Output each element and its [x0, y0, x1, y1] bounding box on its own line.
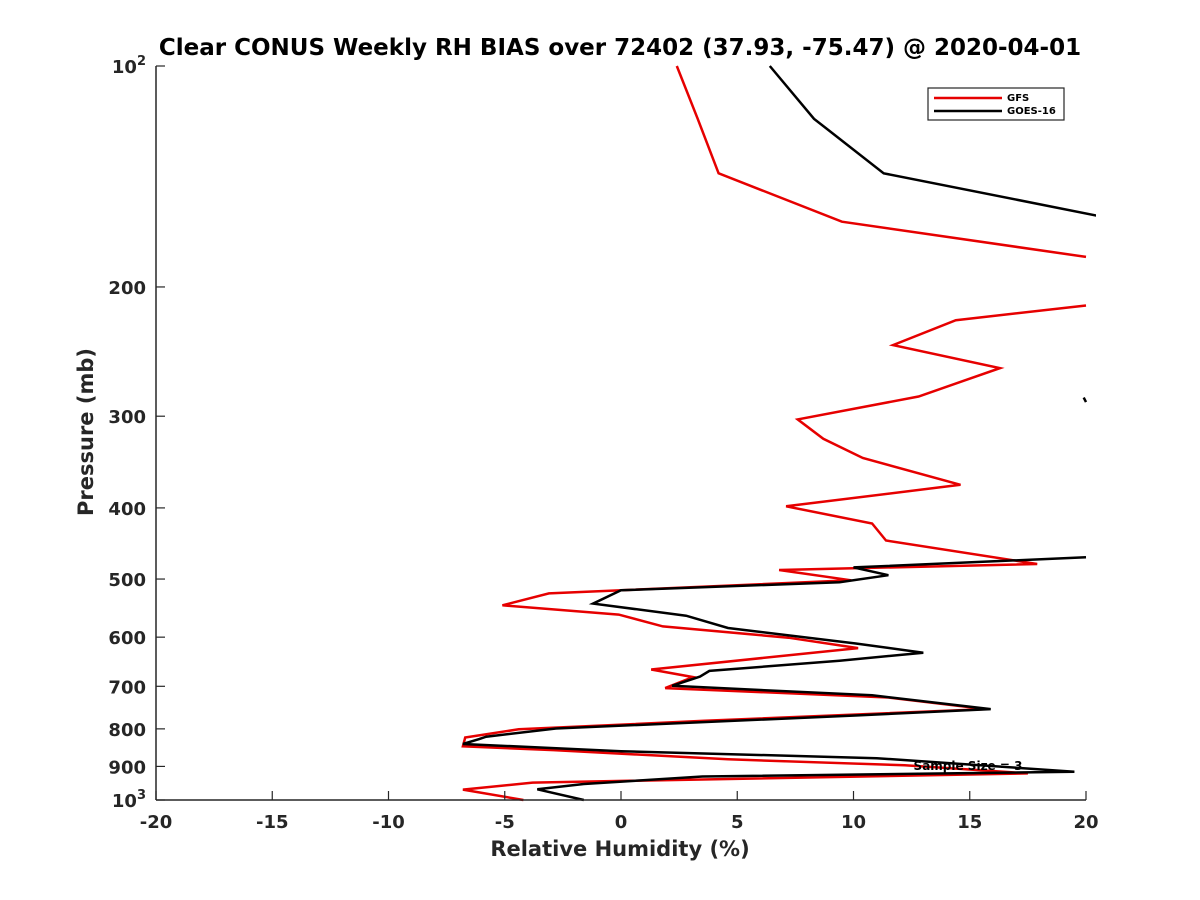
y-tick-label: 103 [112, 788, 146, 812]
x-tick-label: 15 [957, 812, 982, 833]
y-tick-label: 600 [108, 628, 146, 649]
legend-label-gfs: GFS [1007, 93, 1029, 104]
x-tick-label: 0 [615, 812, 628, 833]
y-tick-label: 800 [108, 720, 146, 741]
x-tick-label: -20 [140, 812, 173, 833]
x-axis-label: Relative Humidity (%) [490, 837, 749, 861]
x-tick-label: -15 [256, 812, 289, 833]
legend-label-goes16: GOES-16 [1007, 106, 1056, 117]
x-tick-label: -10 [372, 812, 405, 833]
x-tick-label: 5 [731, 812, 744, 833]
y-axis-label: Pressure (mb) [74, 348, 98, 516]
x-tick-label: 20 [1073, 812, 1098, 833]
y-tick-label: 400 [108, 499, 146, 520]
y-tick-label: 102 [112, 54, 146, 78]
x-tick-label: 10 [841, 812, 866, 833]
y-tick-label: 200 [108, 278, 146, 299]
y-tick-label: 900 [108, 757, 146, 778]
series-line-goes16 [462, 65, 1096, 802]
x-tick-label: -5 [495, 812, 515, 833]
axes: -20 -15 -10 -5 0 5 10 15 20 102 200 300 400 500 600 700… [108, 54, 1098, 833]
y-tick-label: 300 [108, 407, 146, 428]
chart-title: Clear CONUS Weekly RH BIAS over 72402 (3… [159, 35, 1081, 61]
legend: GFS GOES-16 [927, 87, 1065, 121]
y-tick-label: 700 [108, 677, 146, 698]
legend-box [927, 87, 1065, 121]
y-tick-label: 500 [108, 570, 146, 591]
sample-size-annotation: Sample Size = 3 [914, 759, 1023, 773]
series-layer [461, 65, 1096, 802]
series-line-gfs [461, 65, 1087, 802]
